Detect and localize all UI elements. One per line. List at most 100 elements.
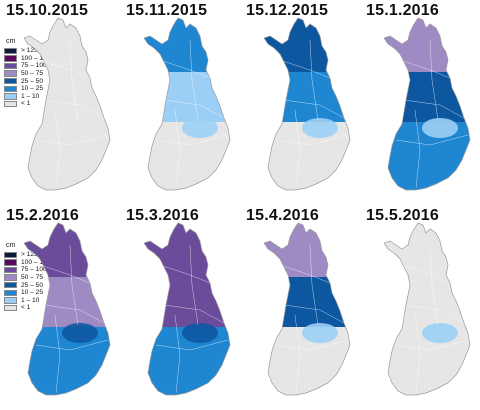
map-panel: 15.2.2016 (0, 205, 120, 410)
legend-row: 25 – 50 (4, 281, 50, 289)
finland-map (383, 222, 471, 396)
boundary-line (294, 109, 301, 189)
region-south (264, 325, 350, 395)
panel-date: 15.4.2016 (246, 207, 319, 224)
region-mid (24, 275, 110, 327)
legend-swatch (4, 274, 17, 281)
legend-row: < 1 (4, 304, 50, 312)
legend-swatch (4, 77, 17, 85)
boundary-line (279, 264, 336, 286)
legend-row: 10 – 25 (4, 289, 50, 297)
legend-row: 1 – 10 (4, 297, 50, 305)
legend-swatch (4, 70, 17, 77)
legend-row: 10 – 25 (4, 85, 50, 93)
snow-regions (24, 223, 110, 395)
boundary-line (35, 339, 109, 351)
country-outline (263, 17, 351, 191)
legend-row: 75 – 100 (4, 62, 50, 70)
boundary-line (275, 134, 349, 146)
boundary-line (275, 339, 349, 351)
panel-date: 15.10.2015 (6, 2, 89, 19)
region-mid (264, 275, 350, 327)
region-south (384, 120, 470, 190)
boundary-line (174, 109, 181, 189)
legend-label: > 125 (21, 47, 38, 55)
region-south (144, 120, 230, 190)
boundary-line (279, 59, 336, 81)
legend-row: 25 – 50 (4, 77, 50, 85)
region-east-patch (62, 118, 98, 138)
panel-date: 15.12.2015 (246, 2, 329, 19)
region-south (24, 120, 110, 190)
snow-regions (384, 223, 470, 395)
snow-regions (144, 18, 230, 190)
legend-label: 1 – 10 (21, 296, 40, 304)
boundary-line (159, 264, 216, 286)
region-east-patch (182, 118, 218, 138)
map-panel: 15.11.2015 (120, 0, 240, 205)
legend-label: 25 – 50 (21, 77, 43, 85)
region-south (24, 325, 110, 395)
legend-swatch (4, 251, 17, 258)
country-outline (23, 17, 111, 191)
snow-regions (384, 18, 470, 190)
panel-date: 15.1.2016 (366, 2, 439, 19)
boundary-line (403, 304, 465, 324)
country-outline (383, 17, 471, 191)
region-north (264, 18, 350, 72)
legend-label: 75 – 100 (21, 266, 47, 274)
legend-label: 1 – 10 (21, 92, 40, 100)
boundary-line (309, 39, 319, 121)
legend-label: < 1 (21, 304, 31, 312)
legend-row: 50 – 75 (4, 70, 50, 78)
map-panel: 15.5.2016 (360, 205, 480, 410)
boundary-line (414, 109, 421, 189)
region-north (144, 223, 230, 277)
region-north (24, 223, 110, 277)
boundary-line (54, 314, 61, 394)
boundary-line (395, 134, 469, 146)
boundary-line (54, 109, 61, 189)
boundary-line (155, 134, 229, 146)
legend-label: 100 – 125 (21, 54, 51, 62)
legend-label: 10 – 25 (21, 289, 43, 297)
region-mid (144, 70, 230, 122)
region-mid (144, 275, 230, 327)
legend-swatch (4, 304, 17, 312)
legend-label: 50 – 75 (21, 274, 43, 282)
legend-swatch (4, 281, 17, 289)
map-panel: 15.12.2015 (240, 0, 360, 205)
map-panel: 15.10.2015 (0, 0, 120, 205)
region-mid (384, 275, 470, 327)
country-outline (23, 222, 111, 396)
legend-label: 100 – 125 (21, 258, 51, 266)
boundary-line (69, 244, 79, 326)
boundary-line (399, 264, 456, 286)
boundary-line (283, 304, 345, 324)
panel-date: 15.2.2016 (6, 207, 79, 224)
region-east-patch (62, 323, 98, 343)
panel-date: 15.5.2016 (366, 207, 439, 224)
region-east-patch (422, 118, 458, 138)
snow-regions (264, 18, 350, 190)
legend-row: 100 – 125 (4, 259, 50, 267)
boundary-line (189, 39, 199, 121)
legend-rows: > 125 100 – 125 75 – 100 50 – 75 25 – 50 10 –… (4, 47, 50, 108)
boundary-line (403, 99, 465, 119)
country-outline (263, 222, 351, 396)
boundary-line (39, 59, 96, 81)
finland-map (263, 222, 351, 396)
boundary-line (163, 304, 225, 324)
boundary-line (414, 314, 421, 394)
legend-unit: cm (6, 242, 16, 249)
finland-map (143, 17, 231, 191)
panel-date: 15.3.2016 (126, 207, 199, 224)
boundary-line (174, 314, 181, 394)
legend-swatch (4, 289, 17, 296)
legend-row: > 125 (4, 47, 50, 55)
legend-row: 75 – 100 (4, 266, 50, 274)
legend-swatch (4, 62, 17, 70)
legend-bottom: cm > 125 100 – 125 75 – 100 50 – 75 25 – 50 1… (4, 242, 50, 312)
snow-regions (144, 223, 230, 395)
legend-row: > 125 (4, 251, 50, 259)
